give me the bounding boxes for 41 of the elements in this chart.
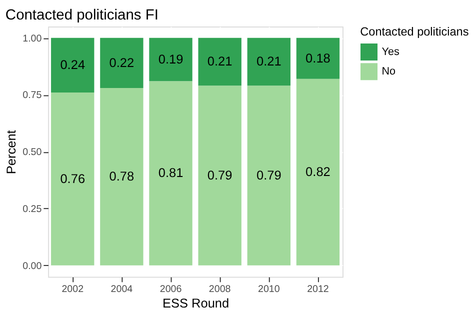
legend-label: Yes [382,46,400,58]
x-tick-label: 2006 [160,284,182,295]
bar [198,86,242,266]
data-label: 0.76 [60,170,86,186]
x-axis-title: ESS Round [162,296,230,311]
bar [149,38,192,82]
legend-label: No [382,66,396,78]
y-tick-label: 0.75 [22,90,42,102]
chart-title: Contacted politicians FI [5,8,158,24]
bar [51,38,94,92]
x-tick-label: 2004 [110,284,134,295]
bar [198,38,242,86]
bar [247,86,290,266]
bar [149,81,192,266]
bar [100,88,144,266]
data-label: 0.22 [109,54,134,70]
data-label: 0.79 [207,167,232,182]
data-label: 0.79 [256,167,282,182]
x-tick-label: 2008 [208,284,232,295]
y-tick-label: 0.25 [22,204,42,215]
data-label: 0.81 [158,165,184,180]
x-tick-label: 2010 [258,284,280,295]
bar [296,78,340,266]
bar [51,92,94,266]
data-label: 0.18 [306,50,330,66]
legend-title: Contacted politicians [360,25,469,38]
bar [296,38,340,79]
y-tick-label: 1.00 [22,33,42,44]
data-label: 0.24 [60,57,86,72]
data-label: 0.19 [158,51,184,66]
x-tick-label: 2012 [307,284,329,295]
y-tick-label: 0.50 [22,147,42,158]
data-label: 0.82 [306,164,330,180]
x-tick-label: 2002 [62,284,84,295]
data-label: 0.21 [207,54,232,69]
bar [100,38,144,88]
y-tick-label: 0.00 [22,260,42,272]
y-axis-title: Percent [4,130,19,174]
bar [247,38,290,86]
data-label: 0.21 [256,54,282,69]
data-label: 0.78 [109,168,134,184]
